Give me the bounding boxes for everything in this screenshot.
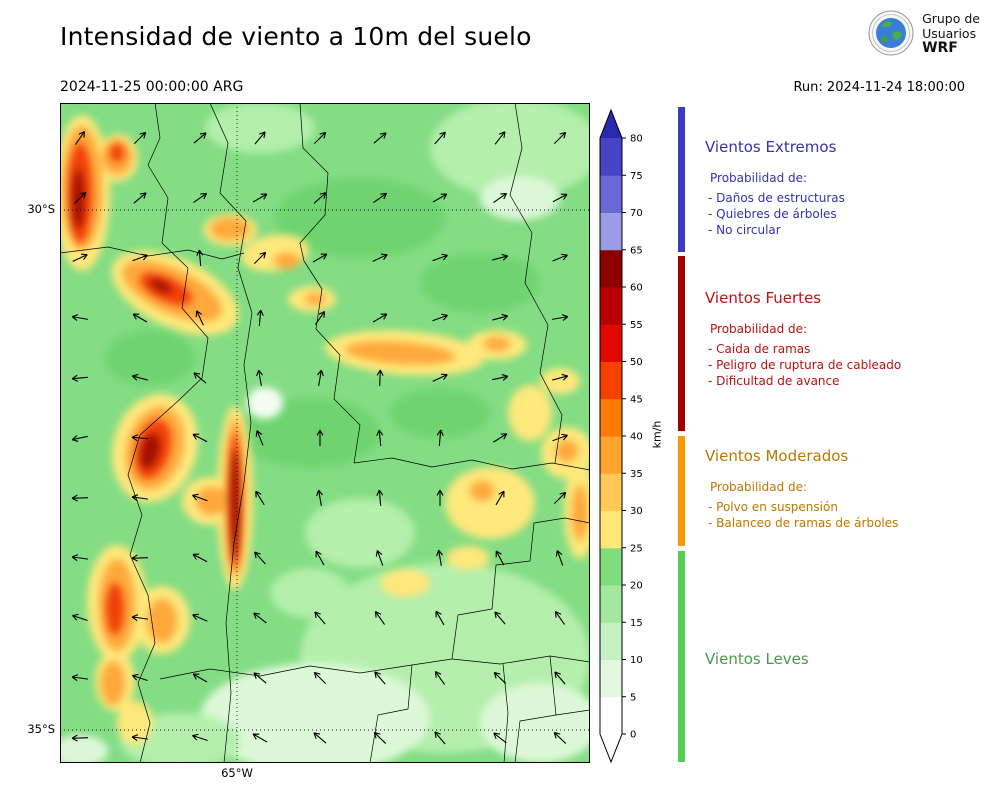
lon-tick-label: 65°W xyxy=(221,766,253,780)
svg-text:80: 80 xyxy=(630,134,643,145)
legend-extremos-subtitle: Probabilidad de: xyxy=(710,171,808,185)
legend-item: - Peligro de ruptura de cableado xyxy=(708,358,902,372)
logo-text: Grupo de Usuarios WRF xyxy=(922,11,980,56)
legend-item: - Polvo en suspensión xyxy=(708,500,838,514)
logo-line2: Usuarios xyxy=(922,25,977,41)
svg-text:70: 70 xyxy=(630,208,643,219)
legend-item: - Daños de estructuras xyxy=(708,191,845,205)
svg-text:55: 55 xyxy=(630,320,643,331)
legend-bar-leves xyxy=(678,551,685,762)
svg-text:35: 35 xyxy=(630,469,643,480)
svg-text:30: 30 xyxy=(630,506,643,517)
svg-text:50: 50 xyxy=(630,357,643,368)
lat-tick-label: 35°S xyxy=(27,722,55,736)
legend-bar-moderados xyxy=(678,436,685,546)
legend-moderados-title: Vientos Moderados xyxy=(705,447,849,465)
colorbar-unit-label: km/h xyxy=(650,420,664,449)
legend-leves-title: Vientos Leves xyxy=(705,650,809,668)
run-datetime: Run: 2024-11-24 18:00:00 xyxy=(793,80,965,95)
logo-line3: WRF xyxy=(922,39,958,56)
lat-tick-label: 30°S xyxy=(27,202,55,216)
wind-intensity-map xyxy=(52,98,600,773)
legend-section-fuertes: Vientos Fuertes Probabilidad de: - Caida… xyxy=(705,289,990,389)
svg-text:60: 60 xyxy=(630,283,643,294)
wind-field-layer xyxy=(52,98,600,773)
svg-text:45: 45 xyxy=(630,394,643,405)
valid-datetime: 2024-11-25 00:00:00 ARG xyxy=(60,79,244,95)
legend-section-moderados: Vientos Moderados Probabilidad de: - Pol… xyxy=(705,447,990,531)
logo-line1: Grupo de xyxy=(922,10,980,26)
svg-text:10: 10 xyxy=(630,655,643,666)
legend-item: - Balanceo de ramas de árboles xyxy=(708,516,899,530)
latlon-grid-layer xyxy=(60,103,590,763)
map-frame xyxy=(52,98,600,773)
legend-section-leves: Vientos Leves xyxy=(705,650,990,683)
legend-item: - Caida de ramas xyxy=(708,342,811,356)
legend-moderados-subtitle: Probabilidad de: xyxy=(710,480,808,494)
svg-text:5: 5 xyxy=(630,692,636,703)
svg-text:40: 40 xyxy=(630,432,643,443)
legend-extremos-title: Vientos Extremos xyxy=(705,138,837,156)
map-border xyxy=(60,103,590,763)
wrf-logo: Grupo de Usuarios WRF xyxy=(868,10,980,56)
legend-fuertes-title: Vientos Fuertes xyxy=(705,289,822,307)
wind-arrows-layer xyxy=(71,130,569,745)
legend-bar-fuertes xyxy=(678,256,685,431)
colorbar: 0 5 10 15 20 25 30 35 40 45 50 55 60 65 70 75 80 xyxy=(599,108,643,764)
page-title: Intensidad de viento a 10m del suelo xyxy=(60,22,532,51)
svg-text:20: 20 xyxy=(630,581,643,592)
svg-text:15: 15 xyxy=(630,618,643,629)
legend-item: - No circular xyxy=(708,223,781,237)
svg-text:65: 65 xyxy=(630,245,643,256)
admin-borders-layer xyxy=(59,102,591,764)
legend-bar-extremos xyxy=(678,107,685,252)
svg-text:25: 25 xyxy=(630,543,643,554)
legend-item: - Dificultad de avance xyxy=(708,374,840,388)
svg-text:75: 75 xyxy=(630,171,643,182)
legend-section-extremos: Vientos Extremos Probabilidad de: - Daño… xyxy=(705,138,990,238)
legend-item: - Quiebres de árboles xyxy=(708,207,837,221)
legend-fuertes-subtitle: Probabilidad de: xyxy=(710,322,808,336)
globe-icon xyxy=(868,10,914,56)
svg-text:0: 0 xyxy=(630,730,636,741)
